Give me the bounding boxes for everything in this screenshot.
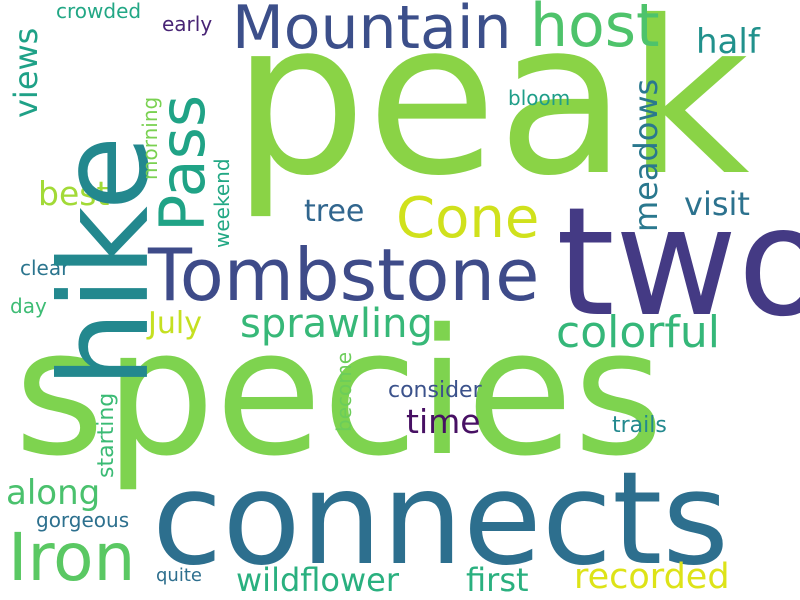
word-peak: peak [232, 0, 750, 222]
word-first: first [466, 561, 529, 599]
word-views: views [7, 27, 45, 118]
word-july: July [148, 306, 202, 341]
word-starting: starting [94, 392, 119, 478]
word-day: day [10, 294, 47, 318]
word-gorgeous: gorgeous [36, 508, 130, 532]
word-colorful: colorful [556, 307, 720, 358]
word-cone: Cone [396, 186, 540, 251]
word-consider: consider [388, 378, 482, 403]
word-iron: Iron [8, 519, 136, 596]
word-half: half [696, 22, 760, 62]
word-two: two [556, 176, 800, 350]
word-trails: trails [612, 413, 667, 438]
word-weekend: weekend [210, 158, 234, 248]
word-morning: morning [138, 96, 162, 180]
word-wildflower: wildflower [236, 561, 400, 599]
word-meadows: meadows [627, 78, 665, 232]
word-visit: visit [684, 185, 750, 223]
word-clear: clear [20, 256, 70, 280]
word-early: early [162, 12, 213, 36]
word-tombstone: Tombstone [148, 233, 540, 317]
word-sprawling: sprawling [240, 301, 433, 347]
word-mountain: Mountain [232, 0, 512, 63]
word-along: along [6, 473, 101, 513]
word-time: time [406, 402, 481, 441]
word-host: host [530, 0, 660, 61]
word-bloom: bloom [508, 86, 571, 110]
word-species: species [14, 292, 664, 495]
word-become: become [332, 351, 356, 432]
word-tree: tree [304, 194, 365, 229]
word-quite: quite [156, 565, 202, 586]
word-crowded: crowded [56, 0, 142, 23]
word-best: best [38, 174, 110, 213]
word-recorded: recorded [574, 557, 730, 597]
word-connects: connects [152, 445, 729, 594]
